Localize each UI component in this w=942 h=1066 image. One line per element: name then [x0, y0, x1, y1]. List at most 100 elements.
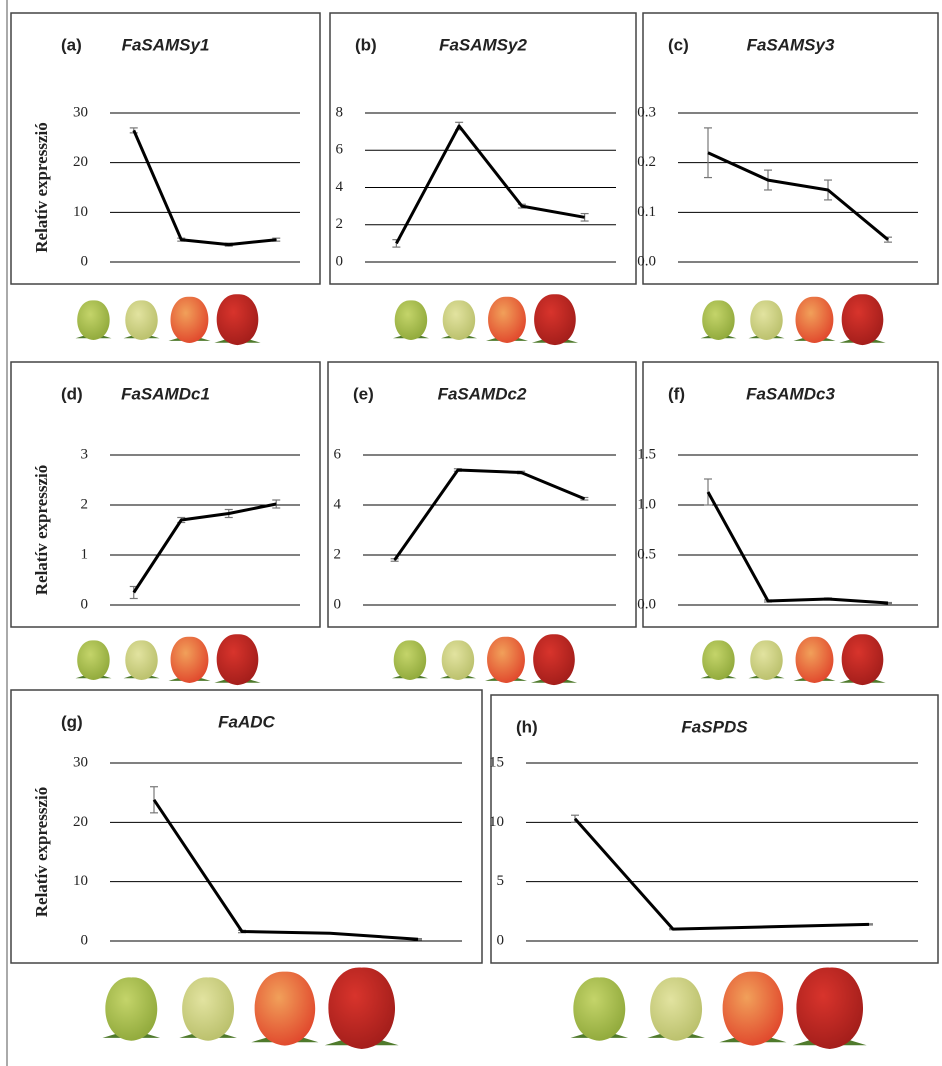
y-tick-label: 0: [81, 253, 89, 269]
panel-frame: [10, 361, 321, 628]
strawberry: [795, 296, 834, 343]
y-tick-label: 10: [489, 814, 504, 830]
data-line: [706, 491, 889, 605]
y-tick-label: 0.3: [637, 104, 656, 120]
y-tick-label: 0.5: [637, 546, 656, 562]
panel-label: (a): [61, 35, 82, 54]
strawberry: [487, 636, 525, 683]
y-tick-label: 0: [81, 932, 89, 948]
panel-label: (c): [668, 35, 689, 54]
y-tick-label: 2: [336, 216, 344, 232]
panel-title: FaADC: [218, 712, 275, 731]
strawberry: [328, 967, 396, 1049]
strawberry: [442, 300, 476, 340]
y-tick-label: 6: [336, 142, 344, 158]
strawberry: [216, 294, 259, 346]
y-tick-label: 10: [73, 204, 88, 220]
panel-frame: [10, 12, 321, 285]
data-line: [132, 502, 277, 594]
strawberry: [105, 977, 158, 1041]
y-tick-label: 2: [81, 496, 89, 512]
y-axis-label: Relatív expresszió: [32, 465, 51, 595]
panel-title: FaSAMDc2: [438, 384, 527, 403]
strawberry: [254, 971, 316, 1046]
panel-label: (g): [61, 712, 83, 731]
panel-label: (f): [668, 384, 685, 403]
error-bar: [150, 786, 158, 814]
strawberry: [533, 634, 575, 686]
y-tick-label: 5: [497, 873, 505, 889]
y-tick-label: 20: [73, 814, 88, 830]
strawberry: [170, 296, 209, 343]
y-tick-label: 30: [73, 754, 88, 770]
strawberry: [795, 636, 834, 683]
strawberry: [841, 294, 884, 346]
strawberry: [750, 300, 783, 340]
panel-label: (e): [353, 384, 374, 403]
y-tick-label: 0: [497, 932, 505, 948]
strawberry: [702, 640, 735, 680]
strawberry: [170, 636, 209, 683]
strawberry: [702, 300, 735, 340]
strawberry: [125, 300, 158, 340]
strawberry: [573, 977, 626, 1041]
y-tick-label: 6: [334, 446, 342, 462]
error-bar: [580, 212, 589, 222]
y-tick-label: 4: [336, 179, 344, 195]
strawberry: [750, 640, 783, 680]
y-tick-label: 15: [489, 754, 504, 770]
panel-frame: [10, 689, 483, 964]
y-tick-label: 0: [81, 596, 89, 612]
panel-label: (h): [516, 717, 538, 736]
strawberry: [796, 967, 864, 1049]
panel-frame: [642, 361, 939, 628]
y-tick-label: 0.2: [637, 154, 656, 170]
y-tick-label: 1.5: [637, 446, 656, 462]
y-tick-label: 0.1: [637, 204, 656, 220]
strawberry: [841, 634, 884, 686]
y-tick-label: 8: [336, 104, 344, 120]
y-tick-label: 3: [81, 446, 89, 462]
strawberry: [216, 634, 259, 686]
strawberry: [77, 300, 110, 340]
panel-frame: [490, 694, 939, 964]
strawberry: [441, 640, 475, 680]
y-tick-label: 0: [336, 253, 344, 269]
panel-label: (d): [61, 384, 83, 403]
panel-title: FaSAMSy3: [747, 35, 835, 54]
y-tick-label: 4: [334, 496, 342, 512]
panel-frame: [642, 12, 939, 285]
y-tick-label: 0.0: [637, 596, 656, 612]
y-tick-label: 1: [81, 546, 89, 562]
panel-title: FaSAMSy2: [439, 35, 527, 54]
data-line: [573, 817, 870, 931]
panel-title: FaSAMDc1: [121, 384, 210, 403]
y-tick-label: 20: [73, 154, 88, 170]
strawberry: [488, 296, 526, 343]
y-tick-label: 10: [73, 873, 88, 889]
strawberry: [650, 977, 703, 1041]
panel-title: FaSPDS: [681, 717, 748, 736]
strawberry: [394, 300, 428, 340]
strawberry: [722, 971, 784, 1046]
strawberry: [393, 640, 427, 680]
y-tick-label: 0.0: [637, 253, 656, 269]
y-tick-label: 30: [73, 104, 88, 120]
y-tick-label: 0: [334, 596, 342, 612]
data-line: [393, 468, 585, 561]
panel-frame: [327, 361, 637, 628]
strawberry: [77, 640, 110, 680]
data-line: [132, 129, 277, 247]
strawberry: [182, 977, 235, 1041]
data-line: [395, 124, 585, 245]
y-axis-label: Relatív expresszió: [32, 787, 51, 917]
y-tick-label: 2: [334, 546, 342, 562]
y-axis-label: Relatív expresszió: [32, 122, 51, 252]
data-line: [152, 798, 419, 941]
data-line: [707, 151, 889, 241]
panel-frame: [329, 12, 637, 285]
y-tick-label: 1.0: [637, 496, 656, 512]
strawberry: [534, 294, 576, 346]
panel-title: FaSAMSy1: [122, 35, 210, 54]
